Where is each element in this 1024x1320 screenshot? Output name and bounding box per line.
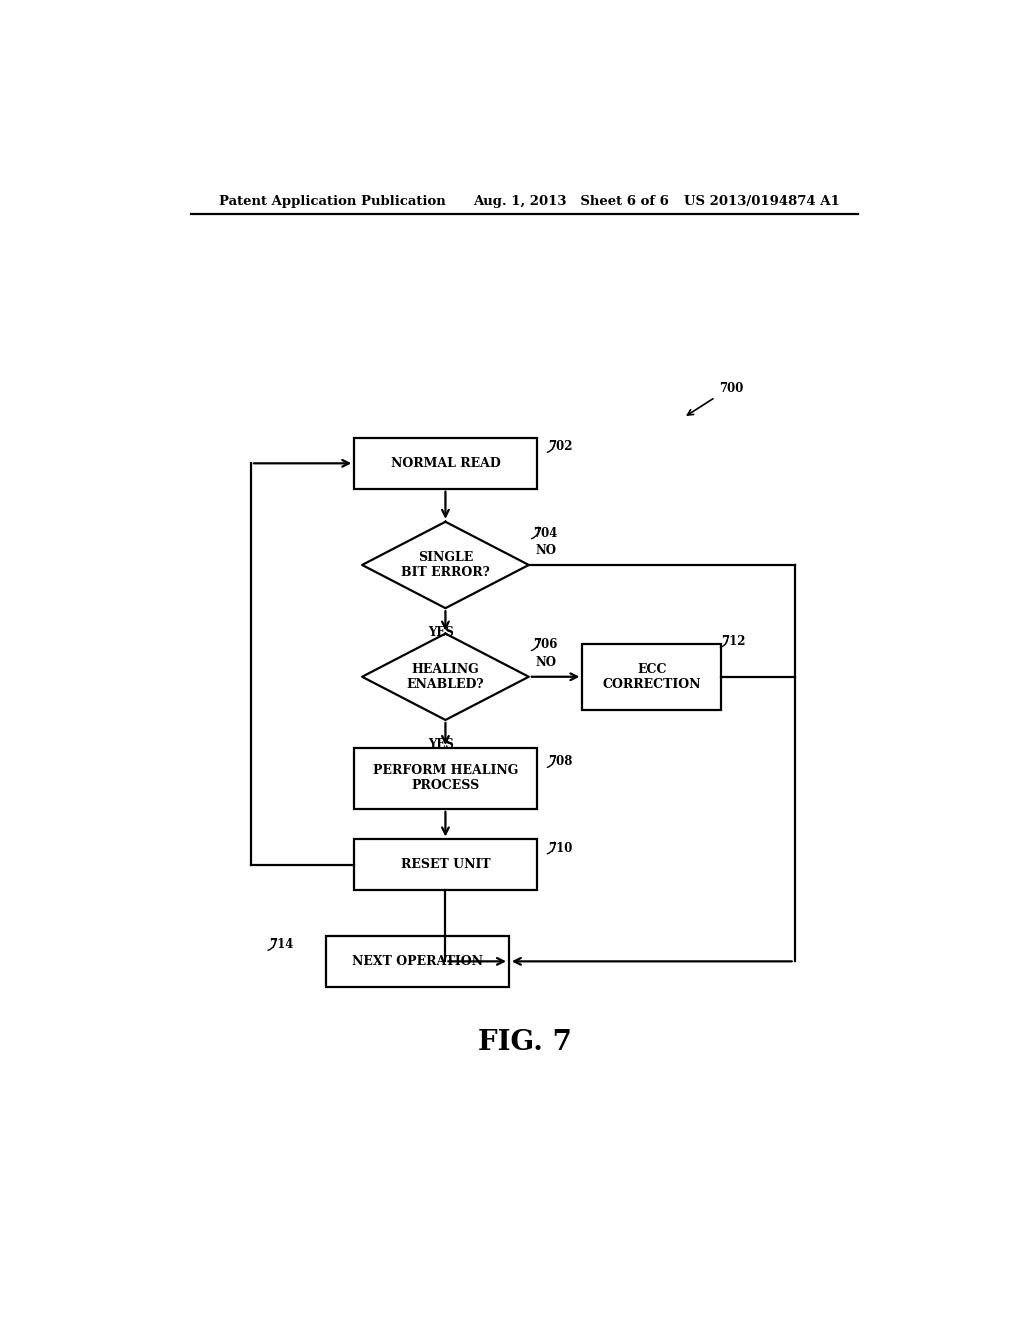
Text: FIG. 7: FIG. 7 — [478, 1030, 571, 1056]
Text: PERFORM HEALING
PROCESS: PERFORM HEALING PROCESS — [373, 764, 518, 792]
FancyBboxPatch shape — [327, 936, 509, 987]
FancyBboxPatch shape — [354, 748, 537, 809]
Text: 700: 700 — [719, 383, 743, 395]
Text: 708: 708 — [549, 755, 573, 768]
Text: 710: 710 — [549, 842, 573, 854]
FancyBboxPatch shape — [583, 644, 721, 710]
Text: US 2013/0194874 A1: US 2013/0194874 A1 — [684, 194, 840, 207]
Polygon shape — [362, 634, 528, 719]
Text: 706: 706 — [532, 639, 557, 651]
Text: Aug. 1, 2013   Sheet 6 of 6: Aug. 1, 2013 Sheet 6 of 6 — [473, 194, 669, 207]
Text: 704: 704 — [532, 527, 557, 540]
Text: ECC
CORRECTION: ECC CORRECTION — [602, 663, 701, 690]
Text: 702: 702 — [549, 440, 573, 453]
Text: 712: 712 — [722, 635, 746, 648]
Text: NO: NO — [536, 544, 556, 557]
Text: YES: YES — [428, 627, 455, 639]
FancyBboxPatch shape — [354, 438, 537, 488]
Text: SINGLE
BIT ERROR?: SINGLE BIT ERROR? — [401, 550, 489, 579]
Text: NORMAL READ: NORMAL READ — [390, 457, 501, 470]
Text: Patent Application Publication: Patent Application Publication — [219, 194, 446, 207]
FancyBboxPatch shape — [354, 840, 537, 890]
Text: NEXT OPERATION: NEXT OPERATION — [352, 954, 483, 968]
Text: NO: NO — [536, 656, 556, 669]
Text: RESET UNIT: RESET UNIT — [400, 858, 490, 871]
Polygon shape — [362, 521, 528, 609]
Text: 714: 714 — [269, 939, 294, 952]
Text: HEALING
ENABLED?: HEALING ENABLED? — [407, 663, 484, 690]
Text: YES: YES — [428, 738, 455, 751]
